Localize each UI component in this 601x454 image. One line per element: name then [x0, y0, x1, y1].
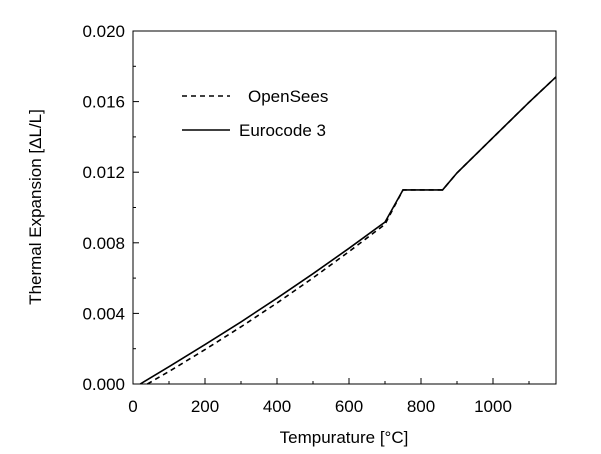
y-tick-label: 0.012 [82, 163, 125, 182]
plot-frame [132, 30, 557, 385]
series-layer [139, 76, 557, 385]
y-axis-ticks: 0.000 0.004 0.008 0.012 0.016 0.020 [82, 22, 139, 394]
series-line-opensees [146, 76, 557, 385]
series-line-eurocode-3 [139, 76, 557, 385]
y-axis-title: Thermal Expansion [ΔL/L] [26, 109, 45, 305]
x-axis-ticks: 0 200 400 600 800 1000 [128, 378, 530, 416]
y-tick-label: 0.016 [82, 93, 125, 112]
x-axis-title: Tempurature [°C] [280, 428, 409, 447]
legend-label: Eurocode 3 [239, 121, 326, 140]
y-tick-label: 0.004 [82, 304, 125, 323]
x-tick-label: 0 [128, 397, 137, 416]
x-tick-label: 800 [407, 397, 435, 416]
y-tick-label: 0.020 [82, 22, 125, 41]
legend: OpenSees Eurocode 3 [182, 87, 328, 140]
y-tick-label: 0.008 [82, 234, 125, 253]
y-tick-label: 0.000 [82, 375, 125, 394]
x-tick-label: 600 [335, 397, 363, 416]
legend-label: OpenSees [248, 87, 328, 106]
x-tick-label: 400 [263, 397, 291, 416]
x-tick-label: 200 [191, 397, 219, 416]
x-tick-label: 1000 [474, 397, 512, 416]
